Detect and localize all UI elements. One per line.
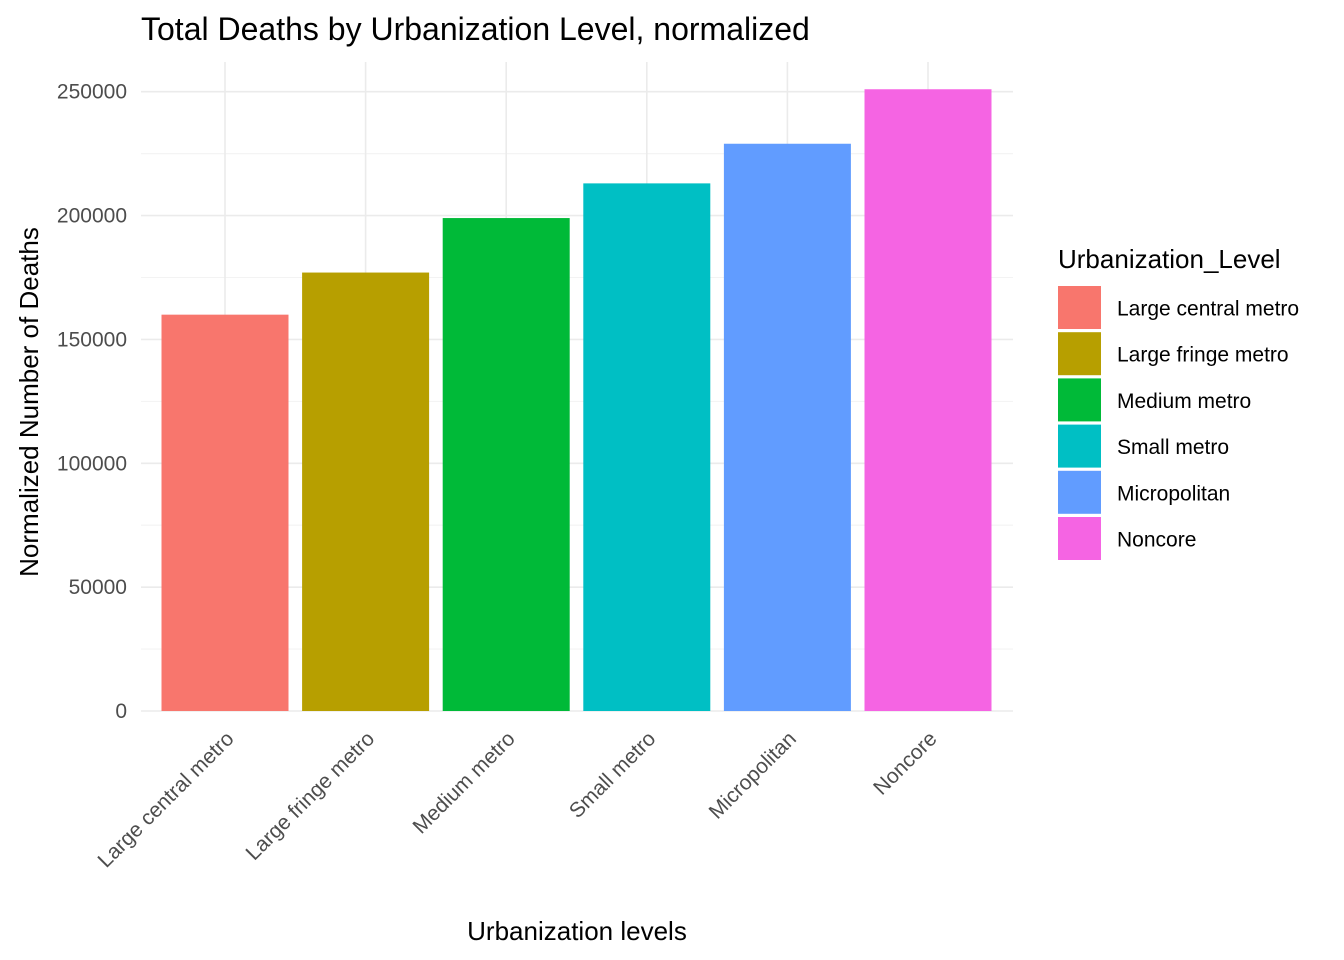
legend-label: Large fringe metro [1117, 344, 1289, 367]
y-tick-label: 150000 [57, 328, 127, 351]
y-tick-label: 0 [115, 700, 127, 723]
legend-key [1058, 470, 1101, 514]
y-axis-title: Normalized Number of Deaths [14, 227, 44, 577]
x-tick-label: Large central metro [94, 727, 239, 872]
y-axis-ticks: 0 50000 100000 150000 200000 250000 [57, 81, 127, 723]
legend-title: Urbanization_Level [1058, 244, 1281, 274]
x-tick-label: Noncore [869, 727, 941, 799]
bar-large-central-metro [161, 314, 289, 711]
x-tick-label: Medium metro [409, 727, 520, 838]
x-tick-label: Large fringe metro [242, 727, 380, 865]
x-tick-label: Small metro [565, 727, 660, 822]
legend: Urbanization_Level Large central metro La… [1058, 244, 1299, 560]
y-tick-label: 250000 [57, 81, 127, 104]
legend-key [1058, 332, 1101, 376]
y-tick-label: 200000 [57, 205, 127, 228]
legend-label: Small metro [1117, 436, 1229, 459]
legend-key [1058, 517, 1101, 560]
y-tick-label: 100000 [57, 452, 127, 475]
bars [161, 89, 992, 712]
bar-noncore [864, 89, 992, 711]
y-tick-label: 50000 [69, 576, 127, 599]
chart-title: Total Deaths by Urbanization Level, norm… [141, 11, 810, 47]
x-tick-label: Micropolitan [705, 727, 801, 823]
legend-label: Medium metro [1117, 390, 1251, 413]
bar-medium-metro [442, 218, 570, 711]
bar-large-fringe-metro [302, 272, 430, 711]
legend-key [1058, 286, 1101, 329]
legend-key [1058, 424, 1101, 468]
legend-label: Large central metro [1117, 298, 1299, 321]
bar-small-metro [583, 183, 711, 711]
legend-label: Noncore [1117, 529, 1196, 552]
bar-micropolitan [723, 143, 851, 712]
legend-key [1058, 378, 1101, 422]
x-axis-ticks: Large central metro Large fringe metro Med… [94, 727, 942, 872]
legend-label: Micropolitan [1117, 482, 1230, 505]
x-axis-title: Urbanization levels [467, 916, 687, 946]
